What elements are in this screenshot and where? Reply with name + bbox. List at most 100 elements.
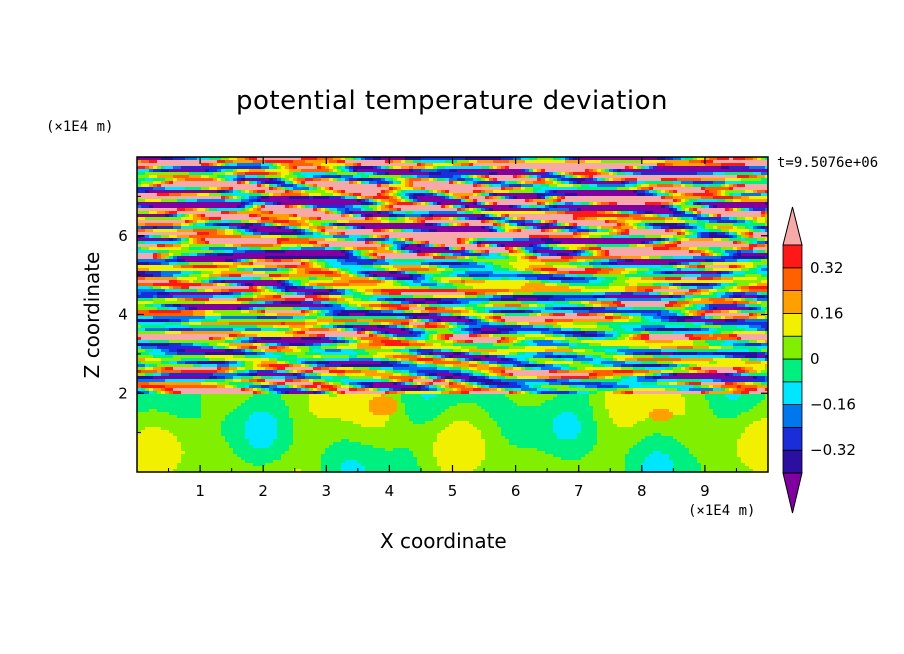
field-cell bbox=[189, 166, 194, 170]
field-cell bbox=[325, 232, 330, 236]
field-cell bbox=[181, 157, 186, 161]
field-cell bbox=[169, 232, 174, 236]
field-cell bbox=[517, 226, 522, 230]
field-cell bbox=[457, 220, 462, 224]
field-cell bbox=[257, 178, 262, 182]
field-cell bbox=[545, 193, 550, 197]
field-cell bbox=[685, 169, 690, 173]
field-cell bbox=[569, 166, 574, 170]
field-cell bbox=[409, 217, 414, 221]
field-cell bbox=[657, 163, 662, 167]
field-cell bbox=[525, 187, 530, 191]
field-cell bbox=[765, 229, 768, 233]
field-cell bbox=[253, 205, 258, 209]
field-cell bbox=[609, 220, 614, 224]
field-cell bbox=[289, 187, 294, 191]
field-cell bbox=[525, 181, 530, 185]
field-cell bbox=[505, 211, 510, 215]
field-cell bbox=[405, 202, 410, 206]
field-cell bbox=[269, 238, 274, 242]
field-cell bbox=[317, 223, 322, 227]
field-cell bbox=[617, 220, 622, 224]
field-cell bbox=[177, 214, 182, 218]
field-cell bbox=[465, 232, 470, 236]
field-cell bbox=[753, 172, 758, 176]
field-cell bbox=[217, 232, 222, 236]
field-cell bbox=[341, 232, 346, 236]
field-cell bbox=[493, 202, 498, 206]
field-cell bbox=[393, 223, 398, 227]
field-cell bbox=[337, 223, 342, 227]
field-cell bbox=[377, 250, 382, 254]
field-cell bbox=[329, 172, 334, 176]
field-cell bbox=[453, 181, 458, 185]
field-cell bbox=[225, 214, 230, 218]
field-cell bbox=[505, 187, 510, 191]
field-cell bbox=[357, 241, 362, 245]
field-cell bbox=[177, 226, 182, 230]
field-cell bbox=[157, 157, 162, 161]
field-cell bbox=[681, 190, 686, 194]
field-cell bbox=[553, 163, 558, 167]
field-cell bbox=[541, 223, 546, 227]
field-cell bbox=[713, 235, 718, 239]
field-cell bbox=[529, 211, 534, 215]
field-cell bbox=[693, 172, 698, 176]
field-cell bbox=[493, 166, 498, 170]
field-cell bbox=[277, 226, 282, 230]
field-cell bbox=[589, 181, 594, 185]
field-cell bbox=[513, 217, 518, 221]
field-cell bbox=[189, 205, 194, 209]
field-cell bbox=[197, 211, 202, 215]
field-cell bbox=[165, 232, 170, 236]
field-cell bbox=[469, 184, 474, 188]
field-cell bbox=[593, 226, 598, 230]
field-cell bbox=[653, 229, 658, 233]
field-cell bbox=[369, 190, 374, 194]
field-cell bbox=[253, 166, 258, 170]
field-cell bbox=[189, 217, 194, 221]
field-cell bbox=[577, 196, 582, 200]
field-cell bbox=[329, 247, 334, 251]
field-cell bbox=[357, 196, 362, 200]
field-cell bbox=[141, 163, 146, 167]
field-cell bbox=[505, 250, 510, 254]
field-cell bbox=[137, 175, 142, 179]
field-cell bbox=[257, 205, 262, 209]
field-cell bbox=[401, 241, 406, 245]
field-cell bbox=[449, 205, 454, 209]
field-cell bbox=[365, 241, 370, 245]
field-cell bbox=[757, 238, 762, 242]
field-cell bbox=[177, 211, 182, 215]
field-cell bbox=[537, 187, 542, 191]
field-cell bbox=[273, 172, 278, 176]
field-cell bbox=[313, 214, 318, 218]
field-cell bbox=[593, 220, 598, 224]
field-cell bbox=[681, 214, 686, 218]
field-cell bbox=[257, 235, 262, 239]
field-cell bbox=[365, 163, 370, 167]
field-cell bbox=[633, 184, 638, 188]
field-cell bbox=[589, 229, 594, 233]
field-cell bbox=[193, 169, 198, 173]
field-cell bbox=[729, 175, 734, 179]
field-cell bbox=[201, 217, 206, 221]
field-cell bbox=[525, 163, 530, 167]
field-cell bbox=[373, 235, 378, 239]
field-cell bbox=[529, 250, 534, 254]
field-cell bbox=[673, 235, 678, 239]
field-cell bbox=[561, 166, 566, 170]
field-cell bbox=[509, 172, 514, 176]
field-cell bbox=[553, 241, 558, 245]
field-cell bbox=[193, 163, 198, 167]
field-cell bbox=[641, 241, 646, 245]
field-cell bbox=[717, 205, 722, 209]
field-cell bbox=[221, 166, 226, 170]
field-cell bbox=[425, 232, 430, 236]
field-cell bbox=[581, 184, 586, 188]
field-cell bbox=[733, 163, 738, 167]
field-cell bbox=[273, 250, 278, 254]
field-cell bbox=[693, 214, 698, 218]
field-cell bbox=[733, 208, 738, 212]
field-cell bbox=[621, 163, 626, 167]
